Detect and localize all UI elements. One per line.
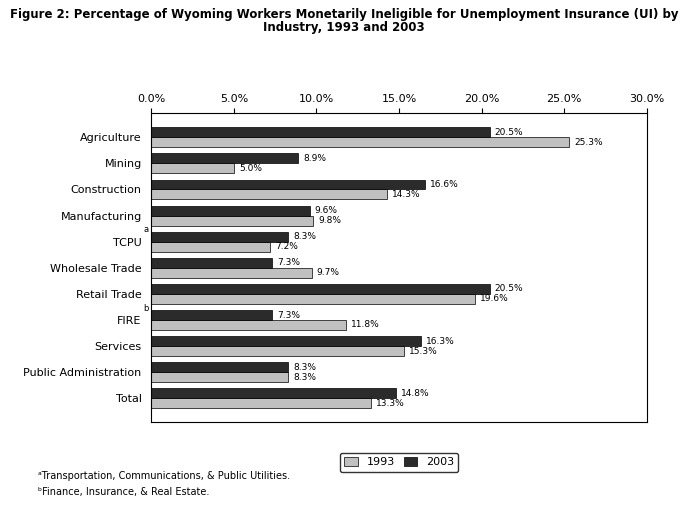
Bar [151, 346, 404, 356]
Text: b: b [143, 304, 149, 313]
Bar [151, 310, 272, 320]
Bar [151, 398, 371, 408]
Text: 15.3%: 15.3% [409, 347, 438, 355]
Text: Figure 2: Percentage of Wyoming Workers Monetarily Ineligible for Unemployment I: Figure 2: Percentage of Wyoming Workers … [10, 8, 678, 21]
Text: 9.7%: 9.7% [316, 268, 339, 277]
Bar [151, 284, 490, 294]
Bar [151, 216, 313, 226]
Text: Industry, 1993 and 2003: Industry, 1993 and 2003 [264, 21, 424, 33]
Text: 14.8%: 14.8% [400, 389, 429, 398]
Text: 16.3%: 16.3% [425, 337, 454, 346]
Text: 7.3%: 7.3% [277, 259, 300, 267]
Bar [151, 372, 288, 382]
Bar [151, 205, 310, 216]
Bar [151, 242, 270, 252]
Text: 11.8%: 11.8% [351, 320, 380, 330]
Bar [151, 232, 288, 242]
Bar [151, 336, 420, 346]
Bar [151, 127, 490, 138]
Bar [151, 138, 569, 147]
Text: 16.6%: 16.6% [431, 180, 459, 189]
Text: 19.6%: 19.6% [480, 295, 508, 303]
Text: ᵃTransportation, Communications, & Public Utilities.: ᵃTransportation, Communications, & Publi… [38, 471, 290, 481]
Bar [151, 153, 299, 163]
Bar [151, 320, 346, 330]
Bar [151, 180, 425, 190]
Text: 8.3%: 8.3% [293, 373, 316, 382]
Text: 13.3%: 13.3% [376, 399, 405, 408]
Bar [151, 258, 272, 268]
Text: ᵇFinance, Insurance, & Real Estate.: ᵇFinance, Insurance, & Real Estate. [38, 487, 209, 496]
Bar [151, 190, 387, 199]
Text: 7.3%: 7.3% [277, 311, 300, 319]
Bar [151, 388, 396, 398]
Text: 20.5%: 20.5% [495, 284, 524, 294]
Text: 9.8%: 9.8% [318, 216, 341, 225]
Text: 14.3%: 14.3% [392, 190, 421, 199]
Text: 8.3%: 8.3% [293, 363, 316, 372]
Text: 8.9%: 8.9% [303, 154, 326, 163]
Legend: 1993, 2003: 1993, 2003 [340, 453, 458, 472]
Text: 5.0%: 5.0% [239, 164, 262, 173]
Text: 25.3%: 25.3% [574, 138, 603, 147]
Bar [151, 163, 234, 173]
Text: 20.5%: 20.5% [495, 128, 524, 137]
Text: 9.6%: 9.6% [315, 206, 338, 215]
Bar [151, 363, 288, 372]
Bar [151, 294, 475, 304]
Text: 8.3%: 8.3% [293, 232, 316, 241]
Text: a: a [144, 225, 149, 234]
Bar [151, 268, 312, 278]
Text: 7.2%: 7.2% [275, 242, 298, 251]
